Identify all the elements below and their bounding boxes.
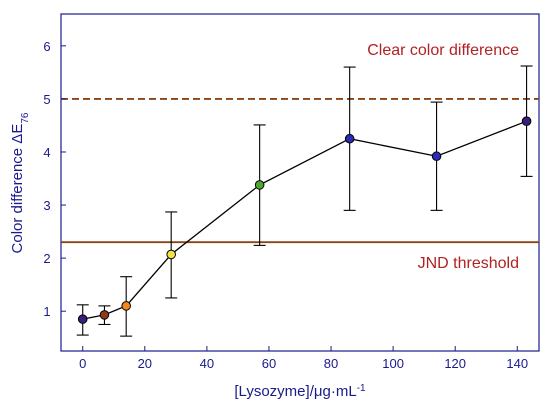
- data-point-6: [431, 151, 442, 162]
- x-axis-title: [Lysozyme]/μg·mL-1: [234, 383, 366, 401]
- data-point-5: [344, 133, 355, 144]
- x-tick-label-2: 40: [200, 356, 214, 371]
- y-tick-label-0: 1: [43, 304, 50, 319]
- x-axis-title-exp: -1: [357, 383, 366, 394]
- data-points: [77, 116, 532, 324]
- reference-line-label-0: Clear color difference: [367, 42, 519, 59]
- x-tick-label-0: 0: [79, 356, 86, 371]
- y-axis-title-delta: Δ: [9, 134, 26, 144]
- series-line: [82, 120, 527, 320]
- plot-frame: [60, 13, 540, 352]
- annotations: Clear color difference JND threshold: [367, 42, 519, 272]
- y-axis-title: Color difference ΔE76: [9, 112, 31, 253]
- x-tick-label-6: 120: [444, 356, 466, 371]
- y-tick-label-5: 6: [43, 39, 50, 54]
- error-bars: [76, 65, 533, 337]
- x-axis-title-mu: μ: [314, 383, 323, 400]
- x-axis-title-main: [Lysozyme]/: [234, 383, 314, 400]
- axis-ticks: 0 20 40 60 80 100 120 140 1 2 3 4 5 6: [43, 39, 528, 371]
- data-point-7: [521, 116, 532, 127]
- y-tick-label-2: 3: [43, 198, 50, 213]
- data-point-3: [166, 249, 176, 260]
- y-axis-title-main: Color difference: [9, 144, 26, 254]
- data-point-1: [99, 310, 110, 320]
- x-tick-label-3: 60: [262, 356, 276, 371]
- y-axis-title-sub: 76: [20, 112, 31, 124]
- x-tick-label-1: 20: [138, 356, 152, 371]
- y-tick-label-1: 2: [43, 251, 50, 266]
- y-tick-label-3: 4: [43, 145, 50, 160]
- x-tick-label-5: 100: [382, 356, 404, 371]
- data-point-4: [254, 180, 265, 190]
- x-axis-title-rest: g·mL: [323, 383, 357, 400]
- x-tick-label-7: 140: [506, 356, 528, 371]
- y-axis-title-e: E: [9, 124, 26, 134]
- data-point-2: [121, 301, 131, 311]
- x-tick-label-4: 80: [324, 356, 338, 371]
- data-point-0: [77, 314, 88, 324]
- y-tick-label-4: 5: [43, 92, 50, 107]
- reference-line-label-1: JND threshold: [418, 255, 519, 272]
- reference-lines: [61, 98, 539, 244]
